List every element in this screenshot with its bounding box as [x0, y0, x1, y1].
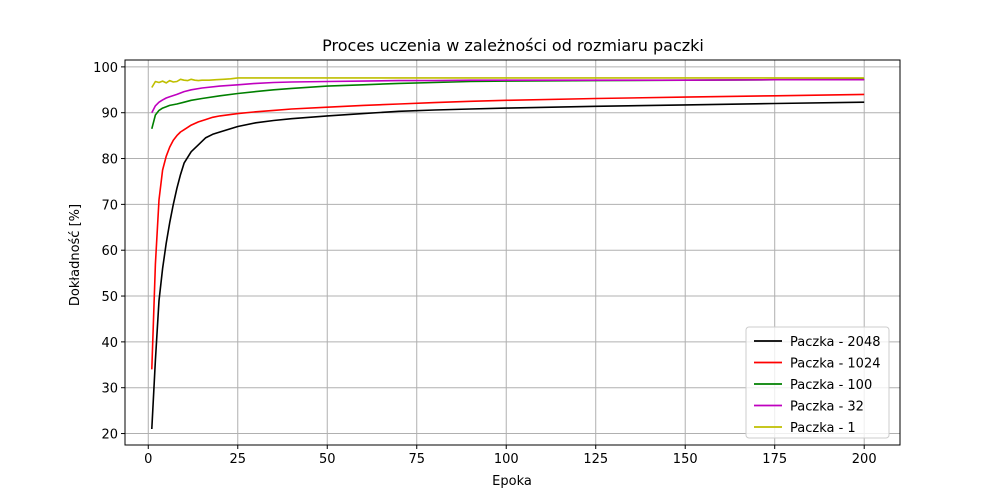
chart-title: Proces uczenia w zależności od rozmiaru …	[322, 36, 704, 55]
y-tick-label: 90	[101, 107, 118, 122]
series-line	[151, 78, 865, 114]
x-tick-label: 200	[852, 452, 877, 467]
x-tick-label: 175	[762, 452, 787, 467]
x-tick-label: 75	[408, 452, 425, 467]
series-line	[151, 78, 865, 130]
axes-frame	[124, 59, 901, 446]
y-tick-label: 80	[101, 153, 118, 168]
plot-lines	[151, 77, 865, 430]
y-tick-label: 60	[101, 244, 118, 259]
legend-entry-label: Paczka - 1024	[790, 357, 881, 372]
series-line	[151, 93, 865, 370]
legend-box	[745, 326, 890, 439]
y-tick-label: 50	[101, 290, 118, 305]
series-line	[151, 77, 865, 88]
legend-entry-label: Paczka - 32	[790, 400, 864, 415]
y-axis-label: Dokładność [%]	[68, 204, 83, 306]
x-tick-label: 0	[144, 452, 152, 467]
y-tick-label: 20	[101, 428, 118, 443]
y-tick-label: 70	[101, 198, 118, 213]
x-tick-label: 25	[229, 452, 246, 467]
legend: Paczka - 2048 Paczka - 1024 Paczka - 100 Pa…	[745, 326, 890, 439]
axis-ticks: 0 25 50 75 100 125 150 175 200 20 30 40 50 60 70 80 90 10…	[93, 61, 876, 467]
legend-entry-label: Paczka - 1	[790, 421, 856, 436]
x-tick-label: 50	[319, 452, 336, 467]
x-tick-label: 150	[673, 452, 698, 467]
series-line	[151, 101, 865, 430]
x-axis-label: Epoka	[492, 474, 532, 489]
y-tick-label: 40	[101, 336, 118, 351]
x-tick-label: 100	[494, 452, 519, 467]
x-tick-label: 125	[583, 452, 608, 467]
y-tick-label: 30	[101, 382, 118, 397]
legend-entry-label: Paczka - 100	[790, 378, 872, 393]
legend-entry-label: Paczka - 2048	[790, 335, 881, 350]
y-tick-label: 100	[93, 61, 118, 76]
